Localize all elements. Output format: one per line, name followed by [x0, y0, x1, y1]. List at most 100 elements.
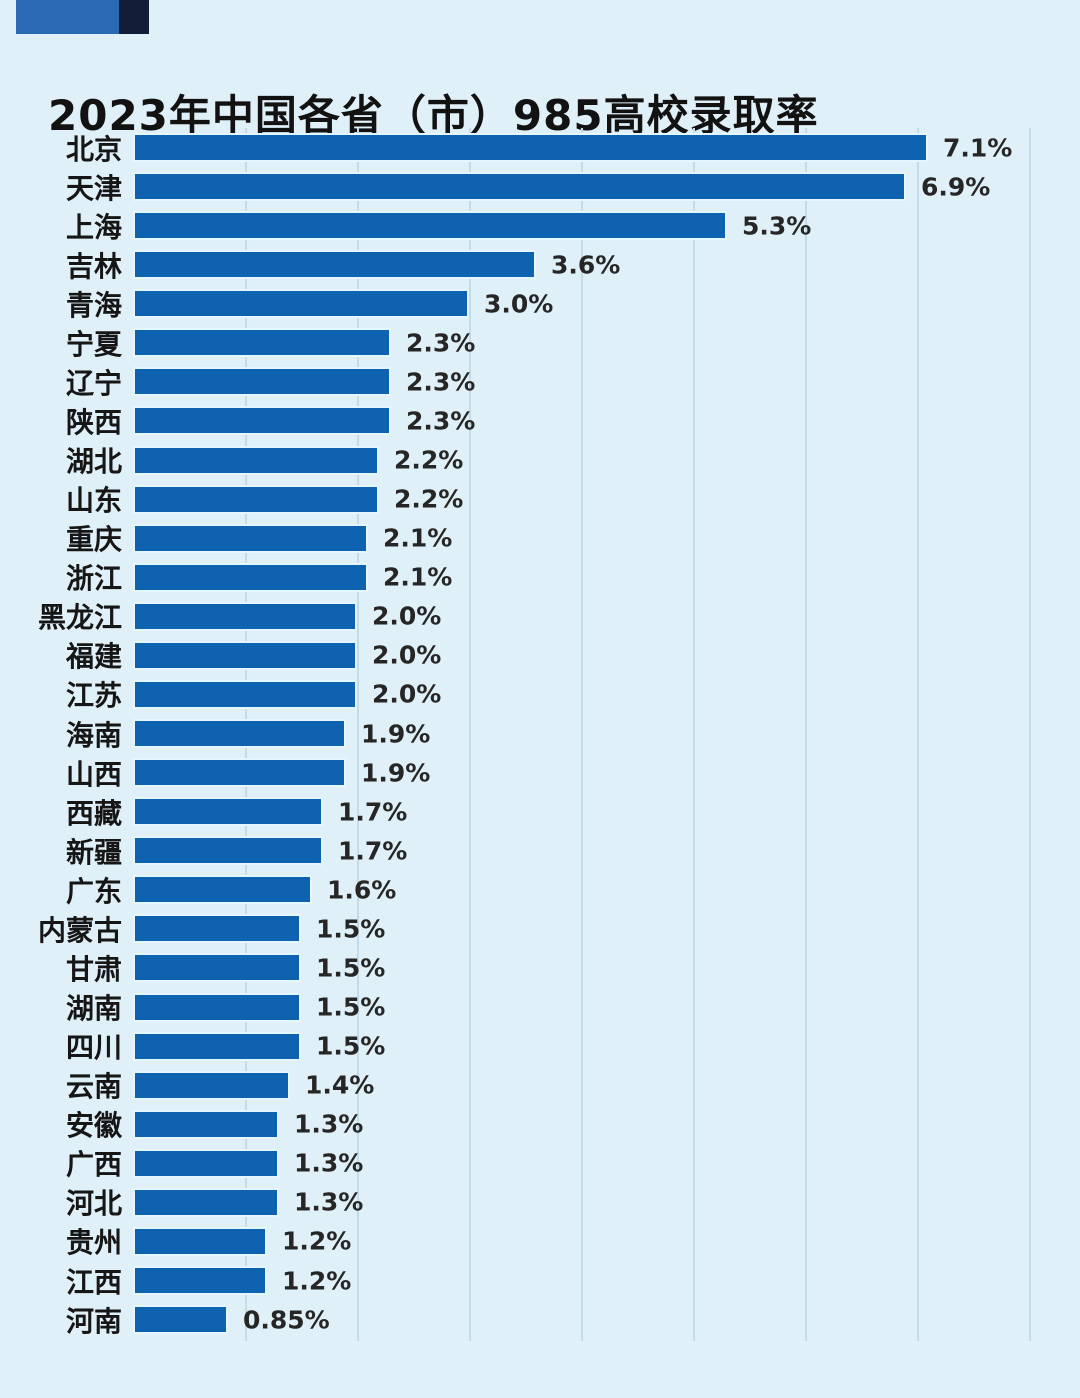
- gridline: [693, 128, 695, 1341]
- bar-row: 新疆 1.7%: [0, 836, 1080, 869]
- category-label: 湖北: [65, 445, 122, 479]
- bar: [133, 601, 357, 631]
- gridline: [469, 128, 471, 1341]
- bar-row: 山东 2.2%: [0, 484, 1080, 517]
- bar: [133, 133, 928, 162]
- value-label: 1.3%: [294, 1148, 364, 1178]
- bar: [133, 797, 323, 827]
- bar: [133, 523, 368, 553]
- category-label: 广东: [65, 874, 122, 908]
- category-label: 甘肃: [65, 952, 122, 986]
- bar: [133, 1070, 290, 1100]
- category-label: 浙江: [65, 562, 122, 596]
- category-label: 内蒙古: [37, 913, 122, 947]
- bar: [133, 953, 301, 983]
- bar: [133, 992, 301, 1022]
- bar-row: 广东 1.6%: [0, 875, 1080, 908]
- bar-row: 福建 2.0%: [0, 640, 1080, 673]
- bar-row: 江西 1.2%: [0, 1266, 1080, 1299]
- bar-row: 黑龙江 2.0%: [0, 601, 1080, 634]
- value-label: 2.0%: [372, 679, 442, 709]
- value-label: 6.9%: [921, 172, 991, 202]
- value-label: 1.5%: [316, 953, 386, 983]
- bar: [133, 1031, 301, 1061]
- bar: [133, 1148, 279, 1178]
- category-label: 云南: [65, 1070, 122, 1104]
- value-label: 1.5%: [316, 914, 386, 944]
- bar-row: 辽宁 2.3%: [0, 367, 1080, 400]
- bar-row: 安徽 1.3%: [0, 1109, 1080, 1142]
- category-label: 陕西: [65, 405, 122, 439]
- gridline: [357, 128, 359, 1341]
- gridline: [917, 128, 919, 1341]
- category-label: 辽宁: [65, 366, 122, 400]
- category-label: 贵州: [65, 1226, 122, 1260]
- value-label: 1.4%: [305, 1070, 375, 1100]
- bar: [133, 679, 357, 709]
- decoration-navy-block: [119, 0, 149, 34]
- value-label: 1.6%: [327, 875, 397, 905]
- value-label: 2.0%: [372, 640, 442, 670]
- bar-row: 河南 0.85%: [0, 1305, 1080, 1338]
- bar-row: 海南 1.9%: [0, 719, 1080, 752]
- value-label: 2.0%: [372, 601, 442, 631]
- value-label: 1.7%: [338, 836, 408, 866]
- bar-row: 天津 6.9%: [0, 172, 1080, 205]
- bar-row: 内蒙古 1.5%: [0, 914, 1080, 947]
- value-label: 1.5%: [316, 1031, 386, 1061]
- bar-row: 宁夏 2.3%: [0, 328, 1080, 361]
- category-label: 天津: [65, 171, 122, 205]
- bar-row: 湖北 2.2%: [0, 445, 1080, 478]
- category-label: 重庆: [65, 523, 122, 557]
- bar: [133, 562, 368, 592]
- bar: [133, 172, 906, 202]
- bar: [133, 719, 346, 749]
- category-label: 北京: [65, 132, 122, 166]
- bar: [133, 1266, 267, 1296]
- bar-row: 重庆 2.1%: [0, 523, 1080, 556]
- bar-row: 青海 3.0%: [0, 289, 1080, 322]
- bar: [133, 406, 391, 436]
- bar-row: 甘肃 1.5%: [0, 953, 1080, 986]
- gridline: [1029, 128, 1031, 1341]
- value-label: 1.3%: [294, 1187, 364, 1217]
- category-label: 山西: [65, 757, 122, 791]
- bar: [133, 758, 346, 788]
- bar-row: 广西 1.3%: [0, 1148, 1080, 1181]
- value-label: 1.9%: [361, 719, 431, 749]
- category-label: 海南: [65, 718, 122, 752]
- value-label: 3.6%: [551, 250, 621, 280]
- bar: [133, 1109, 279, 1139]
- value-label: 3.0%: [484, 289, 554, 319]
- bar: [133, 1187, 279, 1217]
- bar: [133, 875, 312, 905]
- category-label: 湖南: [65, 992, 122, 1026]
- chart-title: 2023年中国各省（市）985高校录取率: [48, 91, 819, 141]
- category-label: 江苏: [65, 679, 122, 713]
- bar-row: 吉林 3.6%: [0, 250, 1080, 283]
- category-label: 吉林: [65, 249, 122, 283]
- category-label: 新疆: [65, 835, 122, 869]
- value-label: 1.7%: [338, 797, 408, 827]
- bar: [133, 328, 391, 358]
- bar-row: 陕西 2.3%: [0, 406, 1080, 439]
- bar-row: 西藏 1.7%: [0, 797, 1080, 830]
- category-label: 河北: [65, 1187, 122, 1221]
- gridline: [581, 128, 583, 1341]
- value-label: 7.1%: [943, 133, 1013, 162]
- value-label: 1.2%: [282, 1226, 352, 1256]
- bar: [133, 640, 357, 670]
- value-label: 2.1%: [383, 562, 453, 592]
- category-label: 西藏: [65, 796, 122, 830]
- value-label: 2.2%: [394, 445, 464, 475]
- value-label: 2.3%: [406, 406, 476, 436]
- category-label: 安徽: [65, 1109, 122, 1143]
- category-label: 黑龙江: [37, 601, 122, 635]
- bar: [133, 211, 727, 241]
- bar-row: 湖南 1.5%: [0, 992, 1080, 1025]
- bar: [133, 1226, 267, 1256]
- decoration-blue-block: [16, 0, 119, 34]
- value-label: 2.1%: [383, 523, 453, 553]
- category-label: 河南: [65, 1304, 122, 1338]
